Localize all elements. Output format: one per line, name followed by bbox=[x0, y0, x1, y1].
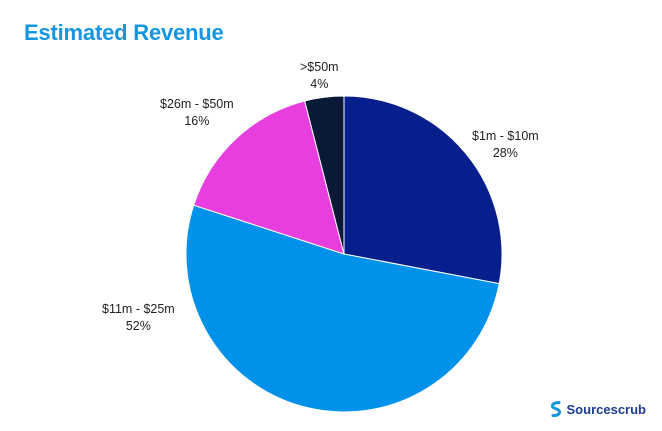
brand-logo: Sourcescrub bbox=[550, 401, 646, 417]
slice-label-1m-10m: $1m - $10m 28% bbox=[472, 129, 539, 160]
chart-title: Estimated Revenue bbox=[24, 20, 224, 45]
slice-label-26m-50m: $26m - $50m 16% bbox=[160, 97, 234, 128]
slice-label-over-50m: >$50m 4% bbox=[300, 60, 339, 91]
pie-slice-1m-10m bbox=[343, 95, 503, 285]
slice-label-11m-25m: $11m - $25m 52% bbox=[102, 302, 175, 333]
sourcescrub-logo-icon bbox=[550, 401, 561, 417]
pie-slice-50m bbox=[304, 95, 345, 255]
pie-slice-11m-25m bbox=[185, 204, 500, 413]
brand-name: Sourcescrub bbox=[566, 401, 646, 417]
pie-slice-26m-50m bbox=[193, 100, 345, 255]
